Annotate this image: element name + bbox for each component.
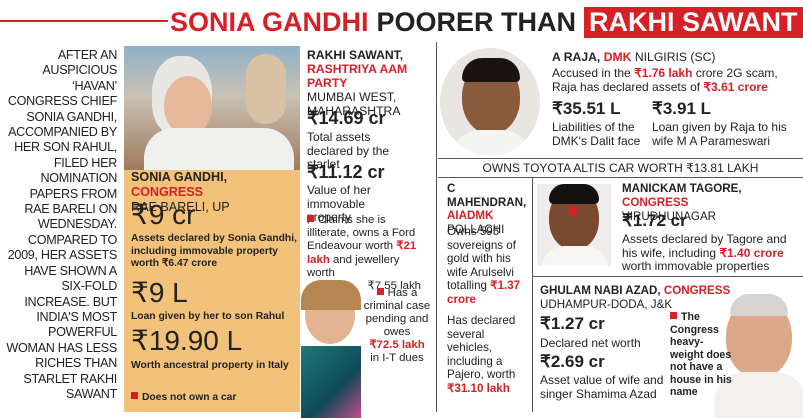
divider-vertical-1 xyxy=(436,42,437,412)
mahendran-text-a: Owns 595 sovereigns of gold with his wif… xyxy=(447,225,516,292)
tagore-header: MANICKAM TAGORE, CONGRESS VIRUDHUNAGAR xyxy=(622,182,802,224)
headline-part1: SONIA GANDHI xyxy=(170,6,369,37)
azad-amount-2: ₹2.69 cr xyxy=(540,352,605,371)
sonia-note-text: Does not own a car xyxy=(142,392,237,403)
sonia-constituency: RAE BARELI, UP xyxy=(131,200,230,214)
headline-part2: POORER THAN xyxy=(376,6,577,37)
rakhi-name: RAKHI SAWANT, xyxy=(307,48,404,62)
sonia-gandhi-header: SONIA GANDHI, CONGRESS RAE BARELI, UP xyxy=(131,170,301,215)
raja-intro-red1: ₹1.76 lakh xyxy=(634,66,693,80)
bullet-icon xyxy=(307,215,314,222)
tagore-amount: ₹1.72 cr xyxy=(622,211,687,230)
rakhi-case-b: in I-T dues xyxy=(370,352,424,364)
rakhi-party: RASHTRIYA AAM PARTY xyxy=(307,62,408,90)
azad-note: The Congress heavy-weight does not have … xyxy=(670,311,732,399)
tagore-constituency: VIRUDHUNAGAR xyxy=(622,210,717,223)
rakhi-case-red: ₹72.5 lakh xyxy=(369,339,425,351)
rakhi-amount-2: ₹11.12 cr xyxy=(307,162,385,182)
sonia-desc-2: Loan given by her to son Rahul xyxy=(131,311,285,322)
sonia-amount-3: ₹19.90 L xyxy=(131,325,243,356)
mahendran-text-red2: ₹31.10 lakh xyxy=(447,381,510,395)
rakhi-sawant-photo xyxy=(301,280,361,418)
sonia-desc-1: Assets declared by Sonia Gandhi, includi… xyxy=(131,233,297,269)
headline-part3: RAKHI SAWANT xyxy=(584,6,803,38)
rakhi-claims-b: and jewellery worth xyxy=(307,253,400,279)
bullet-icon xyxy=(376,288,384,295)
rakhi-desc-2: Value of her immovable property xyxy=(307,183,371,224)
rakhi-amount-1: ₹14.69 cr xyxy=(307,108,386,128)
rakhi-claims-red1: ₹21 lakh xyxy=(307,240,417,266)
tagore-desc: Assets declared by Tagore and his wife, … xyxy=(622,232,800,274)
bullet-icon xyxy=(670,312,677,319)
azad-name: GHULAM NABI AZAD, xyxy=(540,284,661,297)
raja-amount-1: ₹35.51 L xyxy=(552,99,621,118)
raja-party: DMK xyxy=(603,50,632,64)
tagore-desc-red: ₹1.40 crore xyxy=(719,245,784,260)
azad-party: CONGRESS xyxy=(663,284,731,297)
azad-constituency: UDHAMPUR-DODA, J&K xyxy=(540,298,673,311)
a-raja-header: A RAJA, DMK NILGIRIS (SC) xyxy=(552,50,715,64)
headline-rule-left xyxy=(0,20,168,22)
mahendran-text-2: Has declared several vehicles, including… xyxy=(447,314,531,395)
mahendran-header: C MAHENDRAN, AIADMK POLLACHI xyxy=(447,182,531,236)
headline-text: SONIA GANDHI POORER THAN RAKHI SAWANT xyxy=(170,4,803,40)
sonia-party: CONGRESS xyxy=(131,185,204,199)
tagore-desc-a: Assets declared by Tagore and his wife, … xyxy=(622,232,787,260)
sonia-amount-1: ₹9 cr xyxy=(131,199,196,230)
mahendran-party: AIADMK xyxy=(447,209,494,222)
divider-horizontal-1 xyxy=(533,276,803,277)
rakhi-claims: Claims she is illiterate, owns a Ford En… xyxy=(307,214,429,293)
azad-desc-2: Asset value of wife and singer Shamima A… xyxy=(540,373,664,401)
rakhi-case-a: Has a criminal case pending and owes xyxy=(363,287,431,338)
sonia-desc-3: Worth ancestral property in Italy xyxy=(131,360,289,371)
rakhi-sawant-header: RAKHI SAWANT, RASHTRIYA AAM PARTY MUMBAI… xyxy=(307,48,437,118)
raja-intro: Accused in the ₹1.76 lakh crore 2G scam,… xyxy=(552,66,792,94)
raja-constituency: NILGIRIS (SC) xyxy=(634,50,716,64)
raja-name: A RAJA, xyxy=(552,50,601,64)
tagore-desc-b: worth immovable properties xyxy=(622,259,770,273)
sonia-name: SONIA GANDHI, xyxy=(131,170,228,184)
mahendran-text-b: Has declared several vehicles, including… xyxy=(447,314,516,381)
azad-desc-1: Declared net worth xyxy=(540,336,641,350)
raja-amount-2: ₹3.91 L xyxy=(652,99,712,118)
azad-header: GHULAM NABI AZAD, CONGRESS UDHAMPUR-DODA… xyxy=(540,284,740,312)
tagore-name: MANICKAM TAGORE, xyxy=(622,182,742,195)
sonia-gandhi-panel xyxy=(124,170,300,412)
raja-intro-b: crore 2G scam, Raja has declared assets … xyxy=(552,66,778,94)
raja-intro-a: Accused in the xyxy=(552,66,635,80)
rakhi-desc-1: Total assets declared by the starlet xyxy=(307,130,390,171)
headline: SONIA GANDHI POORER THAN RAKHI SAWANT xyxy=(0,0,803,44)
raja-intro-red2: ₹3.61 crore xyxy=(703,80,768,94)
raja-desc-1: Liabilities of the DMK's Dalit face xyxy=(552,120,641,148)
rakhi-case: Has a criminal case pending and owes ₹72… xyxy=(362,287,432,365)
divider-vertical-2 xyxy=(532,178,533,412)
intro-text: AFTER AN AUSPICIOUS ‘HAVAN’ CONGRESS CHI… xyxy=(6,48,117,401)
raja-desc-2: Loan given by Raja to his wife M A Param… xyxy=(652,120,787,148)
mahendran-text-1: Owns 595 sovereigns of gold with his wif… xyxy=(447,225,531,306)
azad-amount-1: ₹1.27 cr xyxy=(540,314,605,333)
mahendran-name: C MAHENDRAN, xyxy=(447,182,527,209)
azad-note-text: The Congress heavy-weight does not have … xyxy=(670,311,732,398)
raja-car-banner: OWNS TOYOTA ALTIS CAR WORTH ₹13.81 LAKH xyxy=(438,158,803,178)
rakhi-constituency: MUMBAI WEST, MAHARASHTRA xyxy=(307,90,401,118)
sonia-gandhi-photo xyxy=(124,46,300,170)
tagore-party: CONGRESS xyxy=(622,196,689,209)
rakhi-claims-a: Claims she is illiterate, owns a Ford En… xyxy=(307,214,416,253)
mahendran-constituency: POLLACHI xyxy=(447,222,505,236)
tagore-photo xyxy=(537,184,611,266)
sonia-note: Does not own a car xyxy=(131,392,236,403)
mahendran-text-red1: ₹1.37 crore xyxy=(447,279,521,306)
azad-photo xyxy=(696,290,803,418)
sonia-amount-2: ₹9 L xyxy=(131,277,188,308)
bullet-icon xyxy=(131,392,138,399)
a-raja-photo xyxy=(440,48,540,156)
